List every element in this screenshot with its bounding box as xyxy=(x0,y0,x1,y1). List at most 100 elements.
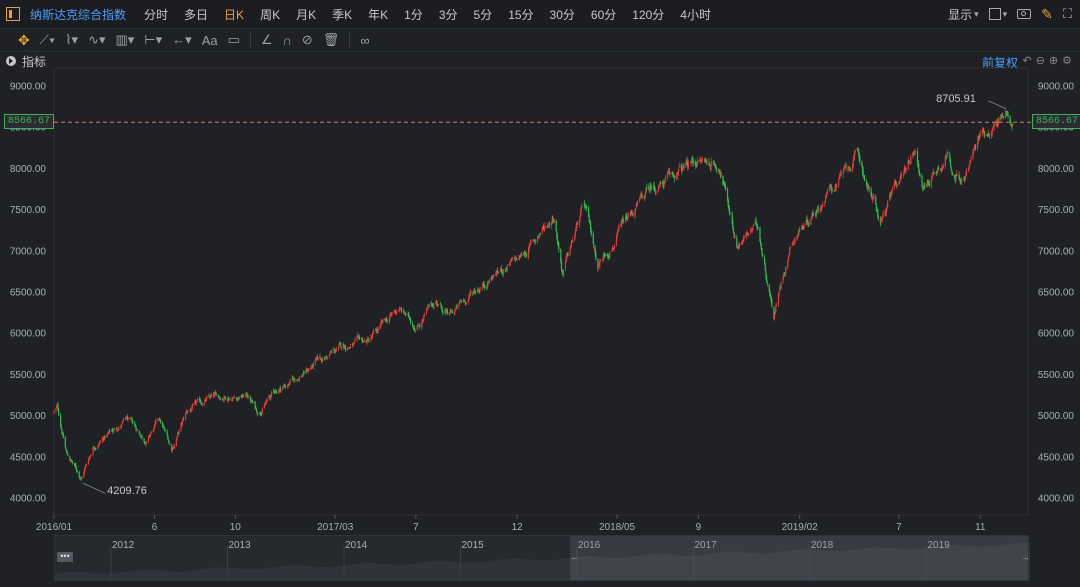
candle-body xyxy=(977,135,979,142)
period-tab[interactable]: 年K xyxy=(368,7,389,22)
candle-body xyxy=(861,165,864,172)
period-tab[interactable]: 60分 xyxy=(590,7,617,22)
hide-icon[interactable]: ⊘ xyxy=(301,32,313,47)
time-navigator[interactable]: 2012 2013 2014 2015 2016 2017 2018 2019 ••• ← → xyxy=(54,535,1030,581)
candle-body xyxy=(1004,113,1007,118)
play-icon[interactable] xyxy=(6,56,16,66)
comment-icon[interactable]: ▭ xyxy=(227,32,240,47)
arrow-tool-icon[interactable]: ←▾ xyxy=(172,32,192,47)
candle-body xyxy=(233,397,235,399)
candle-body xyxy=(108,430,110,433)
candle-body xyxy=(432,305,434,308)
candle-body xyxy=(67,454,69,457)
candle-body xyxy=(750,229,752,231)
candle-body xyxy=(974,145,976,149)
candle-body xyxy=(430,303,432,305)
candle-body xyxy=(575,227,577,231)
candle-body xyxy=(135,426,137,431)
candle-body xyxy=(519,254,522,258)
period-tab[interactable]: 日K xyxy=(224,7,245,22)
candle-body xyxy=(979,135,981,137)
range-tool-icon[interactable]: ⊢▾ xyxy=(144,32,163,47)
navigator-left-handle[interactable]: ← xyxy=(570,552,579,562)
candle-body xyxy=(425,309,428,314)
candle-body xyxy=(55,407,57,411)
magnet-icon[interactable]: ∩ xyxy=(282,32,292,48)
y-tick-label-left: 4500.00 xyxy=(10,452,47,463)
candle-body xyxy=(544,225,546,228)
candle-body xyxy=(172,447,174,449)
indicator-label[interactable]: 指标 xyxy=(22,54,47,69)
navigator-selection[interactable] xyxy=(570,536,1028,580)
candle-body xyxy=(895,183,897,186)
chart-menu-icon[interactable] xyxy=(6,7,20,21)
period-tab[interactable]: 月K xyxy=(296,7,317,22)
candle-body xyxy=(543,228,545,230)
candle-body xyxy=(673,175,675,177)
period-tab[interactable]: 5分 xyxy=(473,7,493,22)
candle-body xyxy=(259,411,262,414)
candle-body xyxy=(487,282,489,285)
angle-icon[interactable]: ∠ xyxy=(260,32,273,47)
candle-body xyxy=(326,356,328,359)
adjust-button[interactable]: 前复权 xyxy=(981,56,1018,70)
candle-body xyxy=(257,413,259,415)
candle-body xyxy=(266,398,268,402)
candle-body xyxy=(57,403,59,410)
candle-body xyxy=(473,290,475,292)
candle-body xyxy=(469,292,471,294)
candle-body xyxy=(852,164,854,171)
period-tab[interactable]: 分时 xyxy=(144,7,169,22)
candle-body xyxy=(552,219,555,223)
text-tool-icon[interactable]: Aa xyxy=(201,32,218,48)
trash-icon[interactable]: 🗑 xyxy=(322,32,340,47)
candle-body xyxy=(171,448,174,451)
fullscreen-icon[interactable]: ⛶ xyxy=(1062,6,1072,21)
link-icon[interactable]: ∞ xyxy=(360,32,370,48)
zoom-in-icon[interactable]: ⊕ xyxy=(1048,55,1059,67)
candle-body xyxy=(551,217,553,223)
period-tab[interactable]: 周K xyxy=(260,7,281,22)
settings-icon[interactable]: ⚙ xyxy=(1062,55,1072,67)
candle-body xyxy=(648,189,651,191)
period-tab[interactable]: 30分 xyxy=(549,7,575,22)
candle-body xyxy=(482,283,484,287)
candle-body xyxy=(190,409,192,412)
index-name[interactable]: 纳斯达克综合指数 xyxy=(30,7,127,22)
checkbox-icon[interactable] xyxy=(988,8,1001,20)
bar-tool-icon[interactable]: ▥▾ xyxy=(115,32,135,47)
move-icon[interactable]: ✥ xyxy=(18,31,30,48)
candle-body xyxy=(222,400,224,401)
wave-tool-icon[interactable]: ∿▾ xyxy=(88,32,106,47)
candle-body xyxy=(408,312,410,316)
y-tick-label-right: 9000.00 xyxy=(1038,81,1075,92)
candle-body xyxy=(538,235,540,237)
zoom-out-icon[interactable]: ⊖ xyxy=(1035,55,1045,67)
navigator-menu-icon[interactable]: ••• xyxy=(57,552,73,562)
candle-body xyxy=(289,379,291,383)
candle-body xyxy=(152,430,154,432)
period-tab[interactable]: 季K xyxy=(332,7,353,22)
candle-body xyxy=(965,170,968,176)
period-tab[interactable]: 多日 xyxy=(184,7,209,22)
undo-icon[interactable]: ↶ xyxy=(1022,55,1032,67)
candle-body xyxy=(458,301,461,305)
candle-body xyxy=(210,393,213,397)
line-tool-icon[interactable]: ⟋▾ xyxy=(39,32,56,47)
display-dropdown[interactable]: 显示 xyxy=(948,7,973,22)
candle-body xyxy=(136,430,138,431)
camera-icon[interactable] xyxy=(1017,9,1032,19)
period-tab[interactable]: 4小时 xyxy=(680,7,711,22)
period-tab[interactable]: 120分 xyxy=(632,7,665,22)
navigator-right-handle[interactable]: → xyxy=(1021,552,1030,562)
candle-body xyxy=(56,404,58,407)
candle-body xyxy=(321,359,323,362)
polyline-tool-icon[interactable]: ⌇▾ xyxy=(65,32,79,47)
candle-body xyxy=(236,397,238,400)
period-tab[interactable]: 3分 xyxy=(438,7,458,22)
period-tab[interactable]: 1分 xyxy=(404,7,423,22)
pencil-icon[interactable]: ✎ xyxy=(1041,5,1053,22)
candle-body xyxy=(521,253,523,257)
period-tab[interactable]: 15分 xyxy=(508,7,534,22)
